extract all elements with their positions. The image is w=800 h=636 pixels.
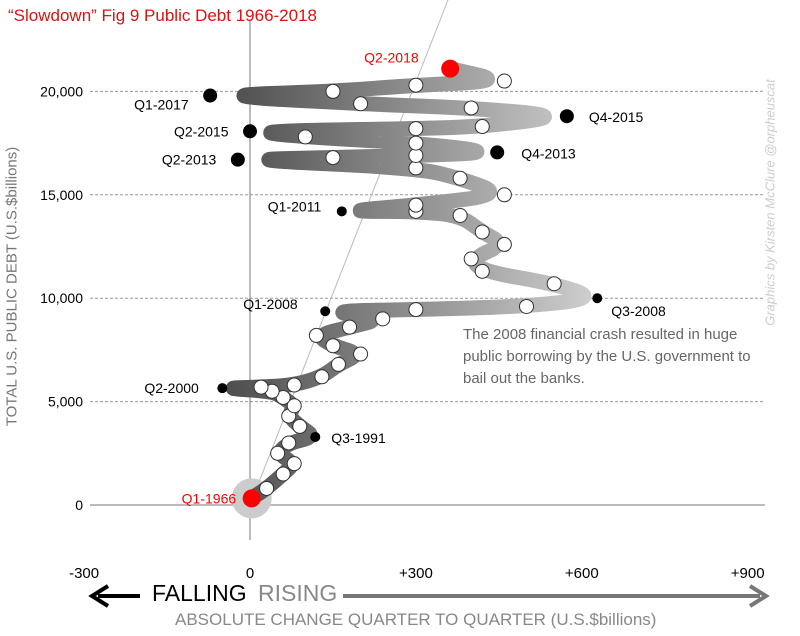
annotation: The 2008 financial crash resulted in hug…: [463, 326, 751, 387]
point-label: Q2-2000: [144, 380, 199, 396]
labeled-point: [217, 383, 228, 394]
x-tick-label: 0: [246, 565, 254, 582]
data-point: [519, 298, 534, 314]
point-label: Q1-1966: [182, 490, 237, 506]
data-point: [375, 311, 391, 327]
labeled-point: [441, 59, 460, 78]
data-point: [353, 96, 369, 112]
data-point: [463, 100, 479, 116]
data-point: [353, 346, 369, 362]
point-label: Q2-2013: [162, 152, 217, 168]
data-point: [474, 263, 490, 279]
arrow-right-icon: [748, 584, 770, 608]
labeled-point: [203, 88, 218, 103]
point-label: Q3-2008: [611, 303, 666, 319]
data-point: [408, 135, 424, 151]
labeled-point: [310, 431, 321, 442]
data-point: [496, 236, 512, 252]
point-label: Q1-2008: [243, 296, 298, 312]
data-point: [253, 379, 269, 395]
labeled-point: [559, 109, 574, 124]
falling-label: FALLING: [152, 580, 247, 606]
labeled-point: [592, 293, 603, 304]
rising-label: RISING: [258, 580, 338, 606]
y-tick-label: 10,000: [40, 290, 83, 306]
data-point: [275, 466, 291, 482]
data-point: [325, 150, 341, 166]
data-point: [496, 73, 512, 89]
point-label: Q4-2015: [589, 109, 644, 125]
data-point: [408, 160, 424, 176]
point-label: Q4-2013: [521, 145, 576, 161]
data-point: [297, 129, 313, 145]
data-point: [325, 338, 341, 354]
data-point: [463, 251, 479, 267]
y-tick-label: 15,000: [40, 187, 83, 203]
data-point: [452, 207, 468, 223]
labeled-point: [243, 124, 257, 139]
data-point: [474, 224, 490, 240]
data-point: [408, 148, 424, 164]
labeled-point: [336, 206, 347, 217]
data-point: [325, 83, 341, 99]
labeled-point: [320, 306, 331, 317]
point-label: Q2-2015: [174, 123, 229, 139]
data-point: [259, 480, 275, 496]
debt-ribbon: [225, 61, 592, 506]
labeled-point: [230, 152, 245, 167]
y-tick-label: 20,000: [40, 83, 83, 99]
data-point: [452, 170, 468, 186]
data-point: [496, 187, 512, 203]
point-label: Q3-1991: [331, 430, 386, 446]
x-tick-label: +900: [731, 565, 765, 582]
x-tick-label: +600: [565, 565, 599, 582]
data-point: [308, 327, 324, 343]
arrow-left-icon: [88, 584, 110, 608]
data-point: [546, 276, 562, 292]
x-tick-label: +300: [399, 565, 433, 582]
labeled-point: [490, 145, 505, 160]
data-point: [408, 302, 424, 318]
data-point: [281, 435, 297, 451]
data-point: [474, 119, 490, 135]
point-label: Q1-2017: [134, 97, 189, 113]
data-point: [408, 121, 424, 137]
data-point: [342, 319, 358, 335]
y-tick-label: 0: [75, 497, 83, 513]
credit: Graphics by Kirsten McClure @orpheuscat: [762, 79, 778, 326]
data-point: [408, 77, 424, 93]
x-axis-label: ABSOLUTE CHANGE QUARTER TO QUARTER (U.S.…: [175, 610, 657, 629]
point-label: Q2-2018: [364, 50, 419, 66]
data-point: [314, 369, 330, 385]
point-label: Q1-2011: [268, 198, 322, 214]
data-point: [286, 456, 302, 472]
labeled-point: [242, 489, 261, 508]
chart-title: “Slowdown” Fig 9 Public Debt 1966-2018: [8, 6, 318, 25]
data-point: [270, 445, 286, 461]
y-tick-label: 5,000: [48, 394, 83, 410]
x-tick-label: -300: [69, 565, 99, 582]
data-point: [408, 197, 424, 213]
data-point: [330, 356, 346, 372]
data-point: [286, 377, 302, 393]
y-axis-label: TOTAL U.S. PUBLIC DEBT (U.S.$billions): [3, 146, 21, 427]
data-point: [286, 398, 302, 414]
data-point: [292, 418, 308, 434]
